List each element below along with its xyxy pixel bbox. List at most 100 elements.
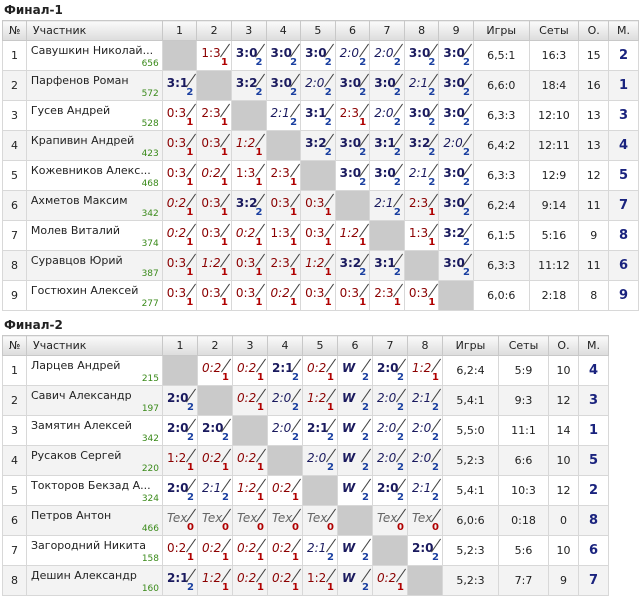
match-points: 2 [362, 432, 369, 443]
slash [220, 43, 231, 58]
match-points: 1 [324, 207, 332, 218]
match-points: 2 [359, 177, 367, 188]
player-cell: Петров Антон 466 [26, 505, 163, 536]
match-cell: 1:2 1 [197, 565, 233, 596]
place: 8 [608, 220, 639, 251]
column-header: Участник [26, 335, 163, 356]
match-score: 2:0 [443, 136, 463, 150]
match-points: 2 [463, 147, 470, 158]
match-points: 2 [359, 267, 367, 278]
match-cell: 1:3 1 [230, 160, 267, 191]
row-number: 8 [2, 250, 27, 281]
match-cell [162, 355, 198, 386]
match-cell: 2:0 2 [407, 415, 443, 446]
player-cell: Токторов Бекзад А... 324 [26, 475, 163, 506]
player-rating: 197 [141, 404, 159, 414]
slash [361, 358, 371, 373]
sets: 5:9 [498, 355, 549, 386]
match-score: 2:0 [202, 421, 224, 435]
match-cell: Tex 0 [267, 505, 303, 536]
match-points: 0 [432, 522, 439, 533]
player-name: Кожевников Алекс... [30, 164, 151, 177]
sets: 18:4 [528, 70, 580, 101]
match-score: 2:3 [201, 106, 221, 120]
slash [185, 163, 196, 178]
match-points: 1 [290, 267, 298, 278]
match-score: 2:0 [377, 421, 397, 435]
player-rating: 466 [141, 524, 159, 534]
match-score: 1:3 [235, 166, 256, 180]
match-cell: 3:0 2 [334, 130, 371, 161]
player-rating: 160 [141, 584, 159, 594]
match-cell: 2:1 2 [302, 415, 338, 446]
match-points: 1 [327, 402, 334, 413]
slash [291, 388, 301, 403]
sets: 11:1 [498, 415, 549, 446]
player-rating: 528 [141, 119, 159, 129]
match-points: 0 [187, 522, 194, 533]
match-points: 1 [290, 207, 298, 218]
sets: 5:16 [528, 220, 580, 251]
match-score: 0:2 [237, 391, 257, 405]
match-score: 2:0 [412, 451, 432, 465]
points: 12 [548, 475, 579, 506]
match-score: 3:2 [339, 256, 362, 270]
player-rating: 423 [141, 149, 159, 159]
match-score: 2:3 [270, 256, 290, 270]
match-points: 2 [324, 147, 332, 158]
match-cell: 0:3 1 [196, 220, 232, 251]
match-score: Tex [202, 511, 223, 525]
match-cell: 2:0 2 [334, 40, 371, 71]
slash [220, 193, 231, 208]
slash [326, 388, 336, 403]
match-cell: 2:0 2 [372, 355, 408, 386]
games: 5,5:0 [442, 415, 499, 446]
match-cell: 2:0 2 [162, 475, 198, 506]
match-score: 2:3 [374, 286, 394, 300]
match-cell: 2:0 2 [407, 535, 443, 566]
slash [393, 43, 404, 58]
slash [291, 478, 301, 493]
match-score: 0:3 [235, 256, 256, 270]
match-points: 1 [324, 297, 332, 308]
player-cell: Молев Виталий 374 [25, 220, 163, 251]
match-score: 3:2 [443, 226, 465, 240]
match-points: 2 [292, 372, 299, 383]
points: 0 [548, 505, 579, 536]
match-score: 0:2 [202, 361, 222, 375]
match-cell: 1:2 1 [302, 565, 338, 596]
player-rating: 324 [141, 494, 159, 504]
slash [396, 388, 406, 403]
match-cell [300, 160, 336, 191]
slash [254, 253, 265, 268]
match-cell: 0:2 1 [161, 190, 198, 221]
sets: 6:6 [498, 445, 549, 476]
match-points: 2 [397, 492, 404, 503]
match-cell [232, 415, 268, 446]
match-cell: 0:2 1 [232, 445, 268, 476]
column-header: 7 [369, 20, 405, 41]
match-points: 2 [255, 207, 263, 218]
slash [361, 448, 371, 463]
match-points: 2 [327, 432, 334, 443]
slash [358, 103, 369, 118]
match-score: 0:3 [305, 196, 325, 210]
games: 5,2:3 [442, 535, 499, 566]
slash [220, 283, 231, 298]
match-points: 1 [327, 372, 334, 383]
match-score: 3:0 [374, 166, 396, 180]
column-header: О. [548, 335, 579, 356]
match-cell: 2:0 2 [267, 415, 303, 446]
match-cell: 2:0 2 [369, 40, 405, 71]
place: 4 [578, 355, 609, 386]
match-cell: 2:0 2 [162, 385, 198, 416]
match-score: 0:3 [166, 286, 187, 300]
column-header: Игры [442, 335, 499, 356]
slash [256, 448, 266, 463]
match-cell: 1:2 1 [407, 355, 443, 386]
points: 12 [578, 160, 610, 191]
place: 3 [608, 100, 639, 131]
match-score: 0:2 [201, 166, 221, 180]
match-points: 2 [255, 57, 263, 68]
